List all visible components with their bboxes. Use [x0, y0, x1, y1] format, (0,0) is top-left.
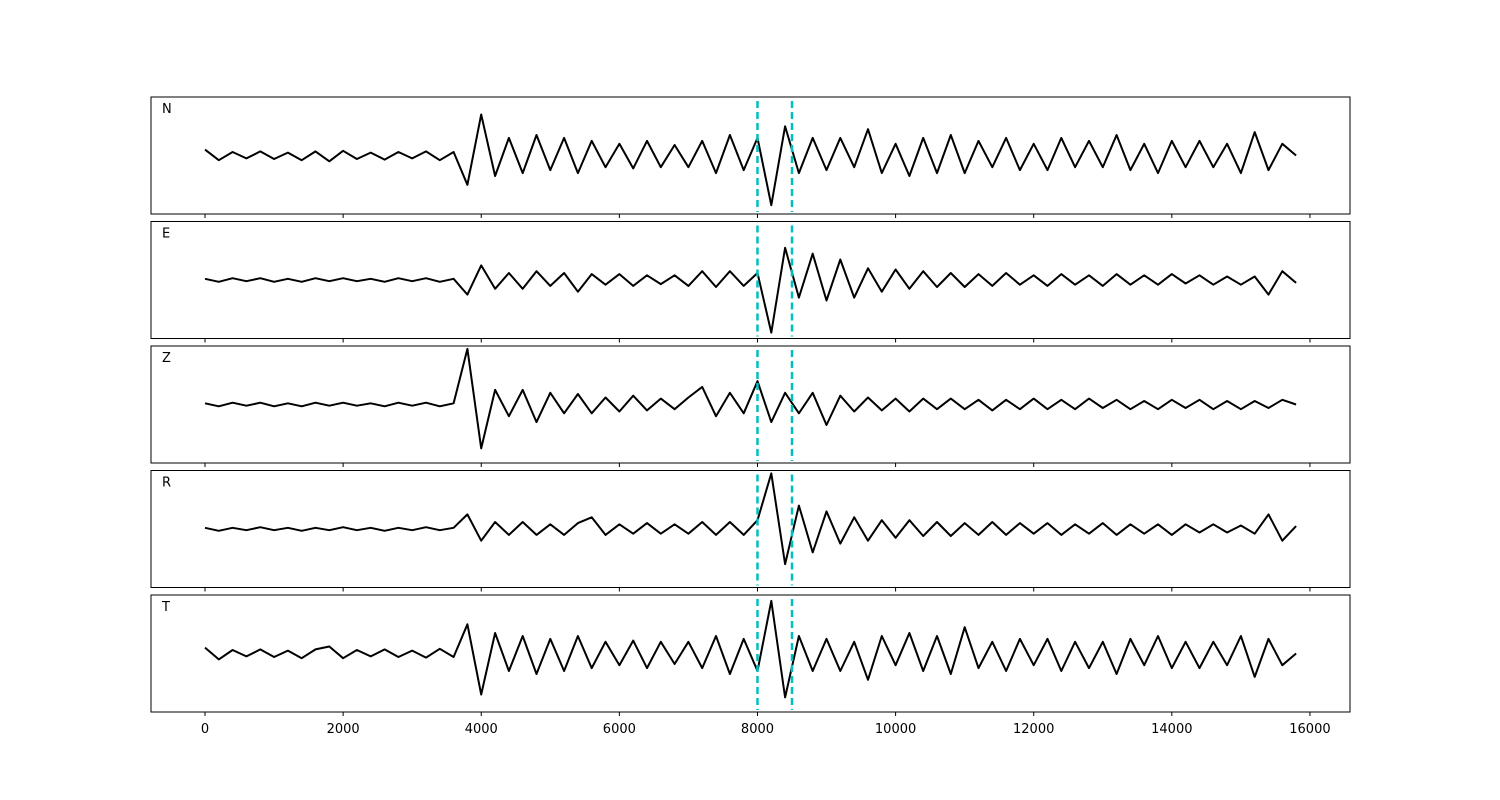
panel-label: E	[162, 227, 170, 242]
x-tick-label: 6000	[603, 722, 636, 737]
x-tick-label: 0	[201, 722, 209, 737]
x-tick-label: 4000	[465, 722, 498, 737]
panel-frame	[150, 96, 1351, 215]
panel-label: T	[161, 600, 170, 615]
trace	[204, 347, 1297, 450]
trace	[204, 113, 1297, 207]
x-tick-label: 8000	[741, 722, 774, 737]
panel-label: R	[162, 476, 171, 491]
panel-frame	[150, 594, 1351, 713]
panel-frame	[150, 221, 1351, 339]
trace	[204, 246, 1297, 334]
panel-label: Z	[162, 351, 171, 366]
trace	[204, 599, 1297, 699]
panel-frame	[150, 470, 1351, 588]
trace	[204, 472, 1297, 566]
x-tick-label: 2000	[327, 722, 360, 737]
panel-frame	[150, 345, 1351, 464]
x-tick-label: 16000	[1289, 722, 1330, 737]
panel-label: N	[162, 102, 172, 117]
x-tick-label: 10000	[875, 722, 916, 737]
x-tick-label: 14000	[1151, 722, 1192, 737]
x-tick-label: 12000	[1013, 722, 1054, 737]
